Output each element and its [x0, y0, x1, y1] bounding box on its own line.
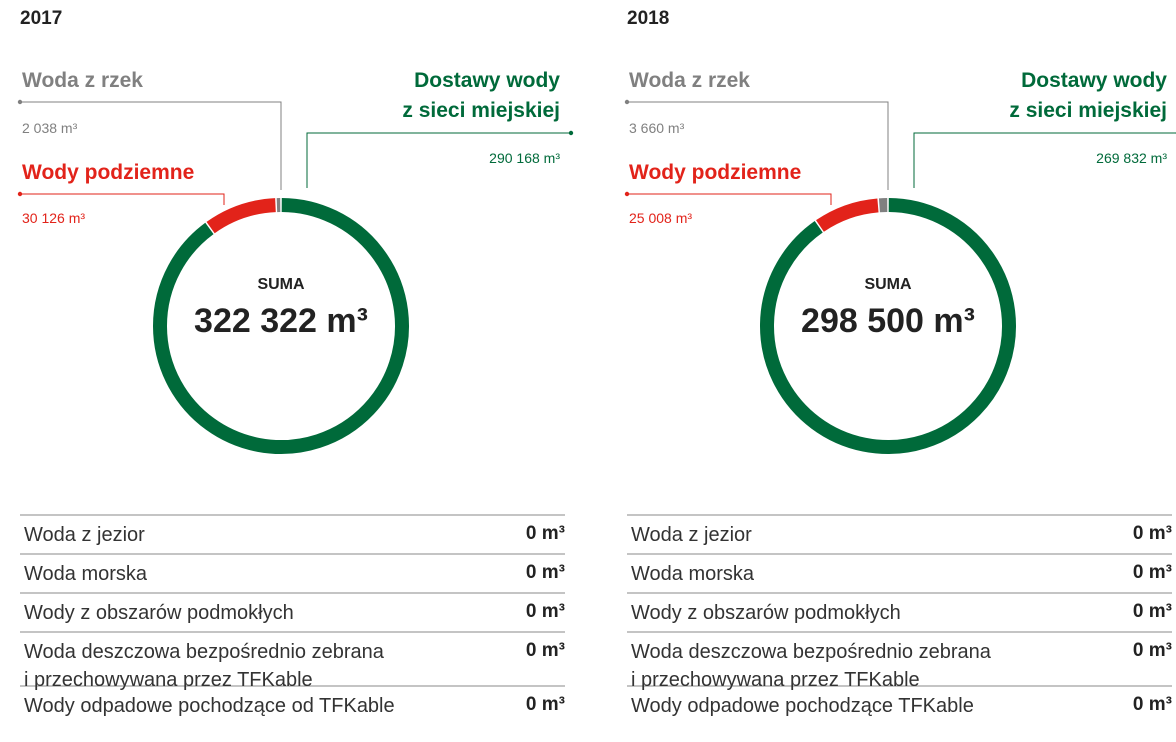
segment-value: 269 832 m³	[1096, 150, 1167, 166]
segment-label: Wody podziemne	[22, 161, 195, 184]
segment-label: Dostawy wody z sieci miejskiej	[1009, 69, 1167, 122]
center-label: SUMA	[257, 276, 305, 293]
table-cell: Wody z obszarów podmokłych	[24, 602, 294, 624]
leader-line	[913, 132, 1176, 188]
chart-title: 2018	[627, 8, 670, 29]
donut-segment	[153, 198, 409, 454]
leader-dot	[17, 99, 23, 105]
segment-value: 2 038 m³	[22, 120, 78, 136]
table-cell: Woda deszczowa bezpośrednio zebrana i pr…	[631, 641, 991, 691]
leader-line	[306, 132, 571, 188]
donut-segment	[760, 198, 1016, 454]
segment-value: 3 660 m³	[629, 120, 685, 136]
leader-line	[627, 101, 889, 190]
donut-segment	[816, 198, 879, 232]
table-cell: Woda z jezior	[24, 524, 145, 546]
center-label: SUMA	[864, 276, 912, 293]
table-cell: Woda z jezior	[631, 524, 752, 546]
leader-dot	[17, 191, 23, 197]
table-cell: Wody odpadowe pochodzące od TFKable	[24, 695, 395, 717]
table-cell: Woda morska	[24, 563, 148, 585]
segment-label: Dostawy wody z sieci miejskiej	[402, 69, 560, 122]
table-value: 0 m³	[1132, 694, 1172, 715]
table-value: 0 m³	[525, 601, 565, 622]
leader-dot	[568, 130, 574, 136]
segment-label: Woda z rzek	[22, 69, 143, 92]
table-cell: Woda morska	[631, 563, 755, 585]
segment-value: 30 126 m³	[22, 210, 86, 226]
segment-label: Wody podziemne	[629, 161, 802, 184]
segment-value: 290 168 m³	[489, 150, 560, 166]
table-value: 0 m³	[1132, 640, 1172, 661]
table-value: 0 m³	[525, 523, 565, 544]
table-value: 0 m³	[525, 694, 565, 715]
leader-line	[20, 101, 282, 190]
table-value: 0 m³	[1132, 523, 1172, 544]
leader-line	[20, 193, 225, 205]
table-value: 0 m³	[525, 640, 565, 661]
table-value: 0 m³	[1132, 562, 1172, 583]
total-label: 298 500 m³	[801, 302, 975, 340]
leader-dot	[624, 99, 630, 105]
segment-value: 25 008 m³	[629, 210, 693, 226]
leader-dot	[624, 191, 630, 197]
chart-title: 2017	[20, 8, 63, 29]
table-cell: Wody z obszarów podmokłych	[631, 602, 901, 624]
segment-label: Woda z rzek	[629, 69, 750, 92]
table-cell: Woda deszczowa bezpośrednio zebrana i pr…	[24, 641, 384, 691]
total-label: 322 322 m³	[194, 302, 368, 340]
table-value: 0 m³	[525, 562, 565, 583]
donut-segment	[206, 198, 276, 234]
table-value: 0 m³	[1132, 601, 1172, 622]
table-cell: Wody odpadowe pochodzące TFKable	[631, 695, 974, 717]
leader-line	[627, 193, 832, 205]
